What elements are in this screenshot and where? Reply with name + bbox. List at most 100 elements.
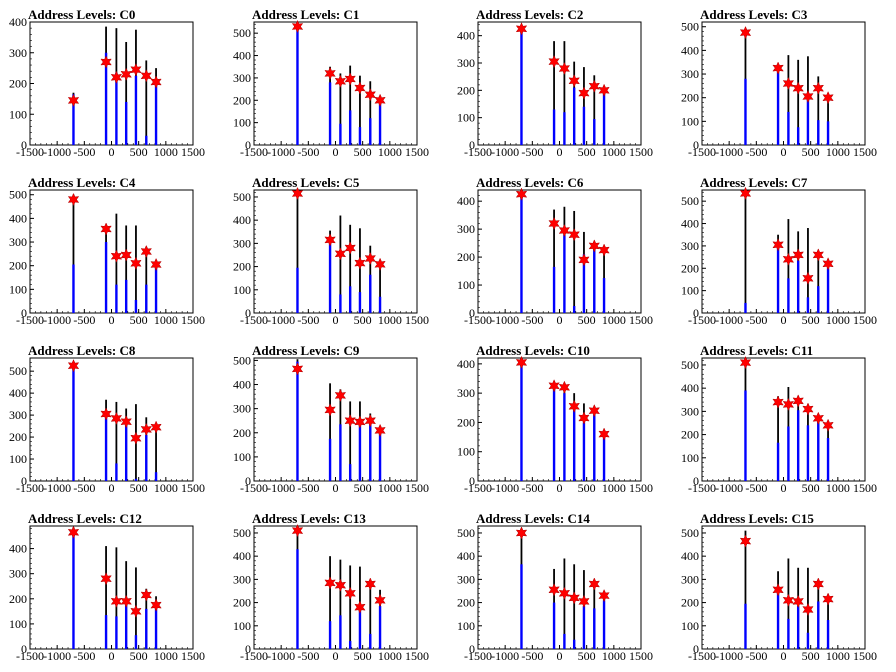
blue-bar (602, 600, 606, 649)
black-bar (329, 556, 331, 649)
star-marker (802, 89, 814, 104)
blue-bar (134, 635, 138, 649)
star-marker (812, 248, 825, 262)
panel-c4: Address Levels: C40100200300400500-1500-… (9, 175, 205, 327)
y-tick-label: 500 (681, 194, 699, 208)
blue-bar (806, 97, 810, 145)
x-tick-label: 1500 (629, 649, 653, 663)
panel-title: Address Levels: C4 (28, 175, 136, 190)
star-marker (802, 271, 814, 285)
star-marker (822, 91, 834, 105)
y-tick-label: 0 (693, 642, 699, 656)
y-tick-label: 400 (233, 549, 251, 563)
panel-c14: Address Levels: C14 0 100 200 300 400 500 -1500… (457, 511, 653, 663)
y-tick-label: 300 (9, 46, 27, 60)
y-tick-label: 100 (233, 283, 251, 297)
x-tick-label: 1000 (602, 649, 626, 663)
blue-bar (796, 606, 800, 649)
x-tick-label: -1500 (688, 145, 716, 159)
panel-title: Address Levels: C13 (252, 511, 366, 526)
x-tick-label: 0 (781, 145, 787, 159)
star-marker (568, 228, 580, 242)
x-tick-label: -1000 (715, 145, 743, 159)
plot-frame (477, 21, 642, 146)
black-bar (72, 194, 75, 313)
x-tick-label: 1000 (154, 313, 178, 327)
star-marker (354, 415, 366, 429)
star-marker (515, 355, 528, 370)
star-marker (150, 598, 162, 612)
blue-bar (328, 82, 332, 145)
blue-bar (520, 194, 523, 313)
y-tick-label: 100 (681, 451, 699, 465)
star-marker (67, 93, 80, 108)
x-tick-label: -1500 (240, 145, 268, 159)
black-bar (573, 564, 576, 649)
star-marker (100, 55, 112, 69)
x-tick-label: 500 (578, 649, 596, 663)
star-marker (364, 414, 377, 428)
x-tick-label: 0 (557, 649, 563, 663)
blue-bar (563, 633, 566, 649)
x-tick-label: 1000 (602, 145, 626, 159)
blue-bar (520, 564, 523, 649)
black-bar (817, 253, 820, 313)
star-marker (558, 380, 571, 394)
blue-bar (296, 549, 299, 649)
blue-bar (358, 127, 362, 145)
y-tick-label: 400 (681, 549, 699, 563)
panel-c6: Address Levels: C6 0 100 200 300 400 -1500 -100… (457, 175, 653, 327)
y-tick-label: 200 (9, 430, 27, 444)
black-bar (553, 41, 555, 146)
x-tick-label: 1500 (853, 313, 877, 327)
y-tick-label: 500 (681, 526, 699, 540)
star-marker (291, 362, 304, 376)
x-tick-label: -1500 (240, 649, 268, 663)
star-marker (739, 355, 752, 370)
x-tick-label: 0 (781, 481, 787, 495)
x-tick-label: -1000 (491, 649, 519, 663)
plot-frame (253, 357, 418, 482)
blue-bar (296, 361, 299, 481)
y-tick-label: 300 (9, 235, 27, 249)
star-marker (374, 593, 386, 607)
blue-bar (154, 83, 158, 145)
blue-bar (602, 434, 606, 481)
y-tick-label: 100 (681, 284, 699, 298)
x-tick-label: -1000 (43, 481, 71, 495)
star-marker (822, 592, 834, 606)
x-tick-label: 0 (781, 649, 787, 663)
blue-bar (154, 472, 158, 481)
plot-frame (29, 189, 194, 314)
blue-bar (296, 267, 299, 313)
star-marker (324, 403, 336, 417)
black-bar (125, 225, 128, 313)
x-tick-label: 1500 (629, 313, 653, 327)
panel-c11: Address Levels: C11 0 100 200 300 400 500 -1500… (681, 343, 877, 495)
y-tick-label: 100 (457, 111, 475, 125)
x-tick-label: 1000 (154, 649, 178, 663)
panel-c7: Address Levels: C70100200300400500-1500-… (681, 175, 877, 327)
x-tick-label: 500 (354, 313, 372, 327)
black-bar (145, 60, 148, 145)
blue-bar (124, 101, 128, 145)
blue-bar (826, 121, 830, 145)
black-bar (349, 565, 352, 649)
x-tick-label: -1500 (464, 481, 492, 495)
star-marker (792, 594, 804, 609)
y-tick-label: 200 (457, 83, 475, 97)
blue-bar (358, 292, 362, 313)
black-bar (787, 55, 790, 145)
plot-frame (29, 357, 194, 482)
y-tick-label: 300 (233, 572, 251, 586)
x-tick-label: 1500 (181, 313, 205, 327)
blue-bar (593, 415, 596, 481)
star-marker (782, 397, 795, 412)
star-marker (374, 257, 386, 271)
blue-bar (72, 94, 75, 145)
black-bar (583, 67, 585, 145)
y-tick-label: 200 (233, 93, 251, 107)
star-marker (130, 604, 142, 618)
x-tick-label: -1000 (491, 145, 519, 159)
x-tick-label: 1500 (181, 145, 205, 159)
